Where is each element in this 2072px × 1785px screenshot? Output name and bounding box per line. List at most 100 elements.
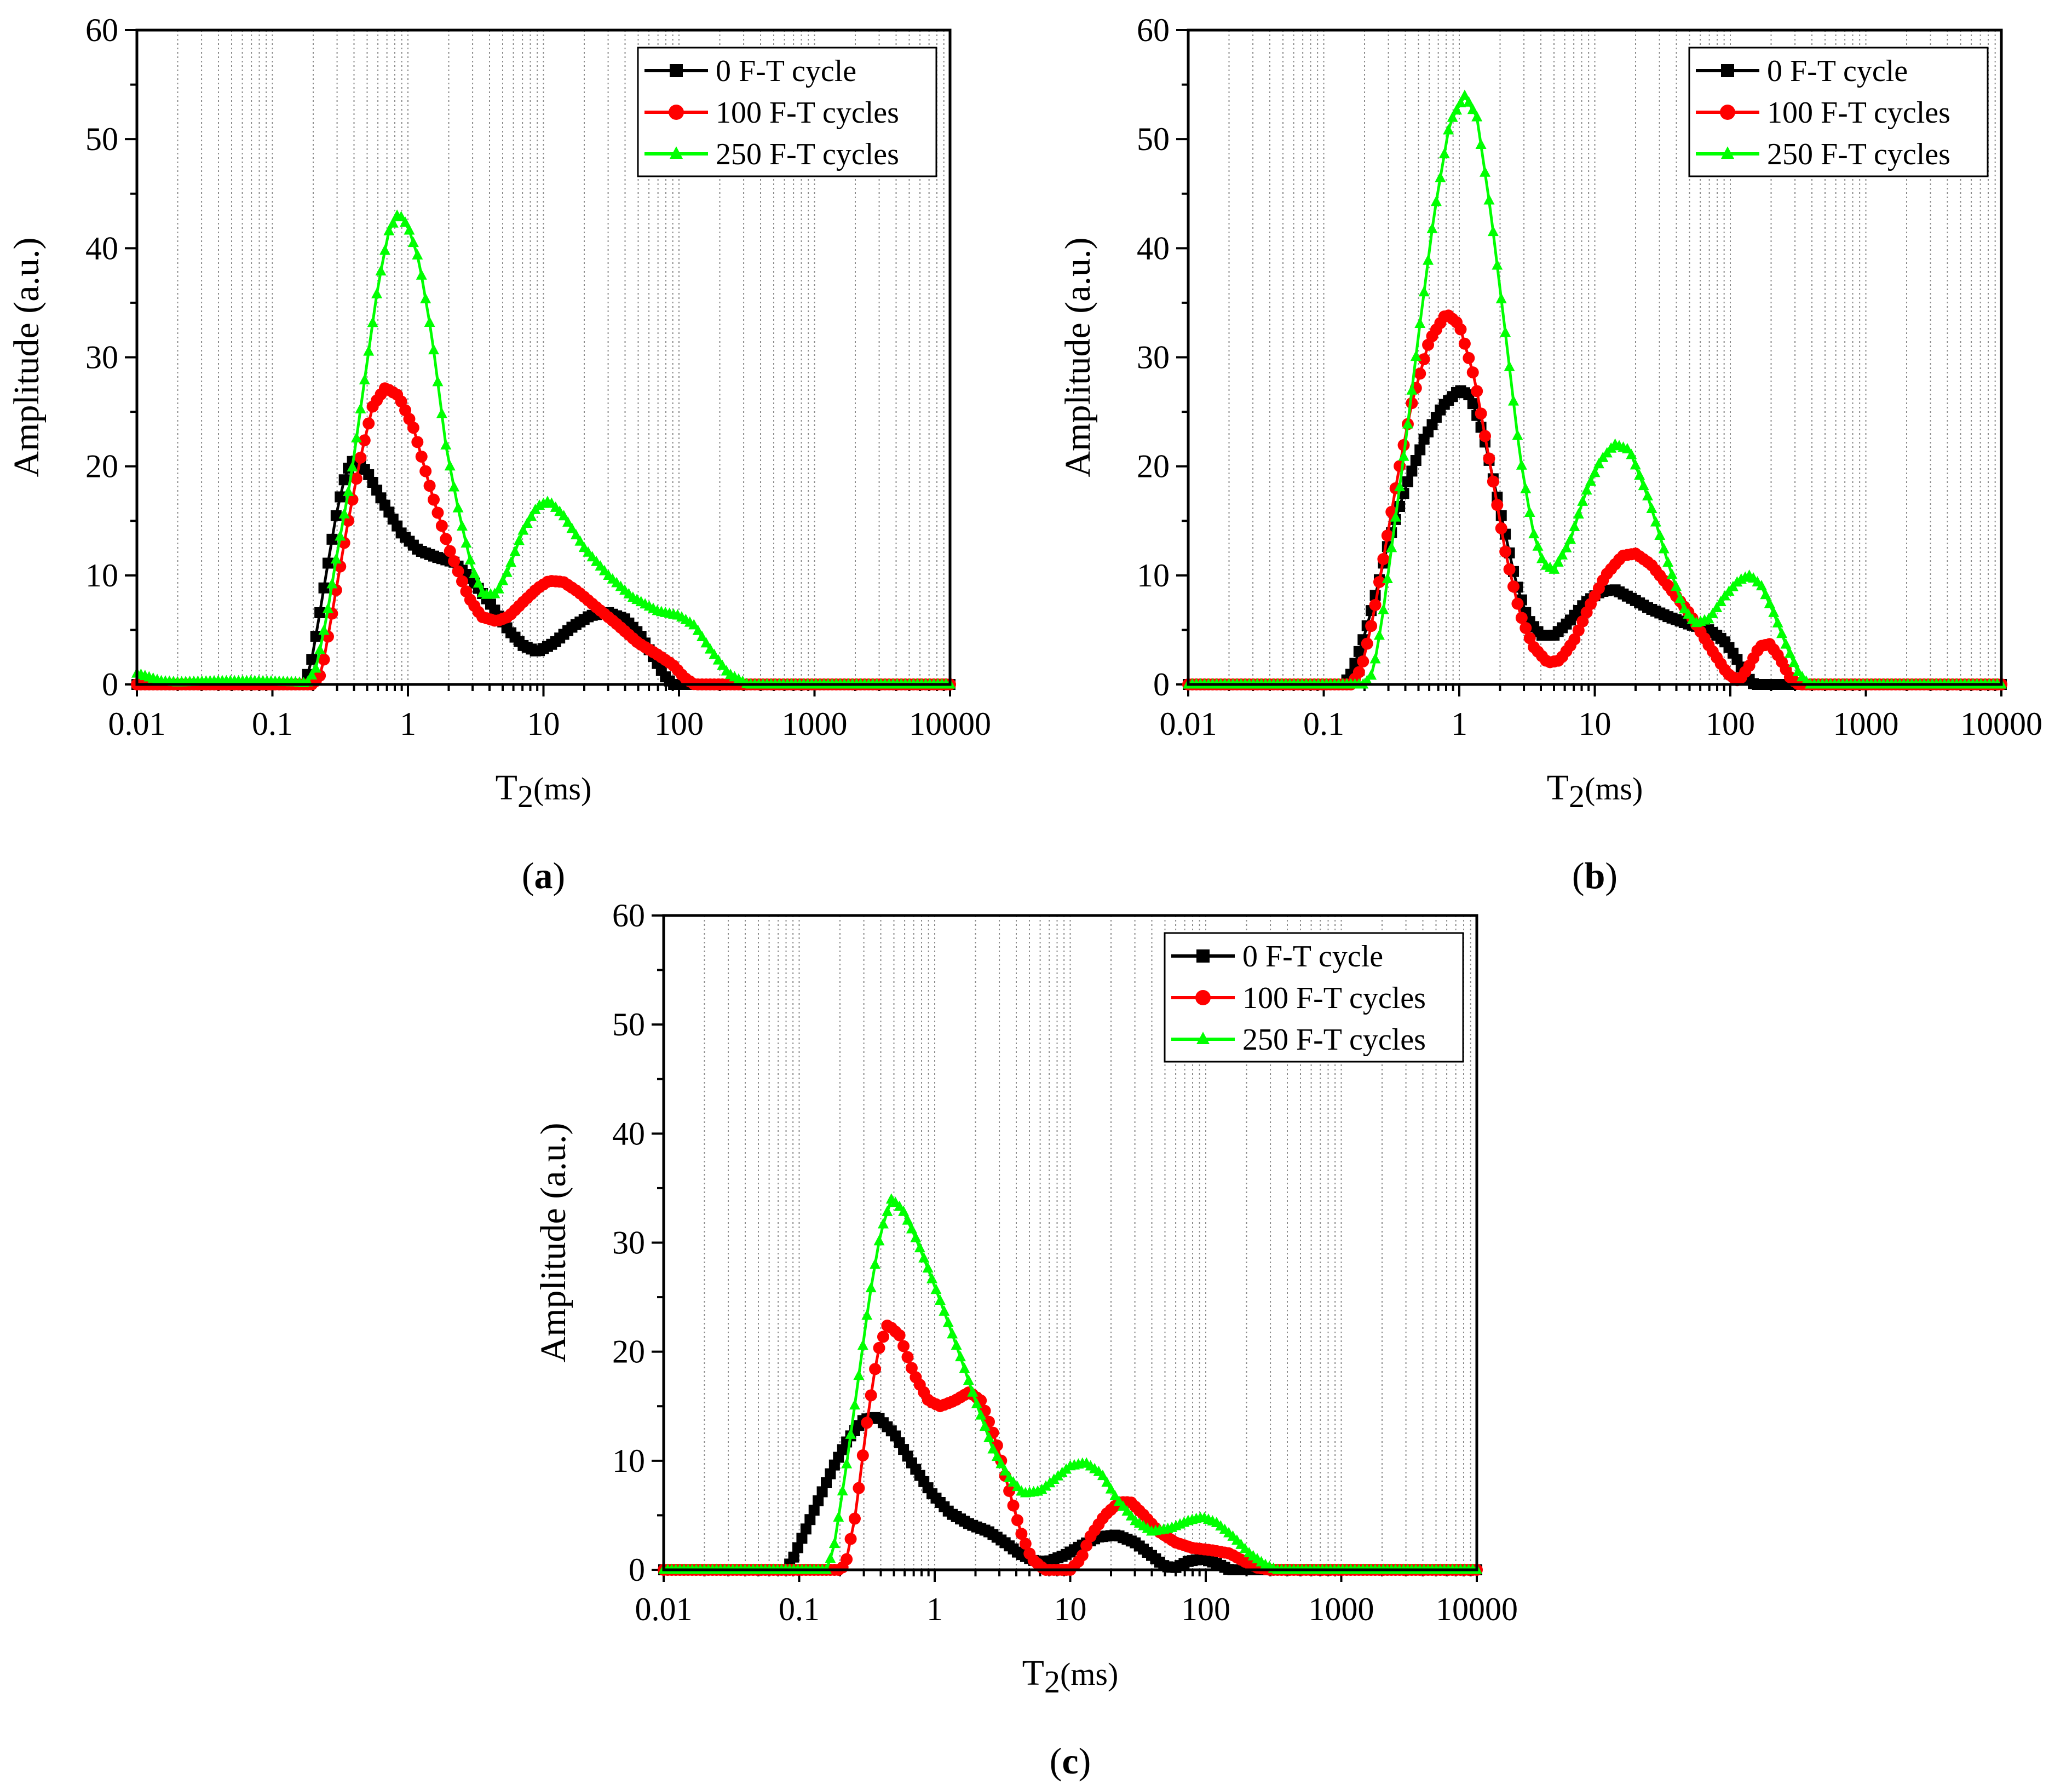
data-point	[1471, 111, 1483, 122]
data-point	[407, 422, 419, 434]
x-axis-label-main: T	[1022, 1653, 1044, 1693]
data-point	[825, 1552, 836, 1563]
x-axis-label-subscript: 2	[1569, 779, 1585, 814]
data-point	[424, 316, 435, 327]
data-point	[570, 529, 582, 540]
data-point	[1646, 502, 1657, 513]
data-point	[1352, 666, 1365, 678]
plot-frame	[1187, 28, 2003, 686]
legend-item: 250 F-T cycles	[1696, 137, 1950, 171]
data-point	[318, 624, 330, 635]
data-point	[1382, 572, 1393, 583]
data-point	[1386, 542, 1397, 552]
data-point	[1772, 617, 1783, 627]
data-point	[983, 1431, 994, 1442]
x-tick-label: 10	[1054, 1591, 1087, 1627]
data-point	[1369, 653, 1381, 664]
data-point	[1642, 490, 1654, 500]
data-point	[1463, 96, 1475, 107]
data-point	[1402, 418, 1413, 429]
legend-item: 0 F-T cycle	[1171, 940, 1383, 974]
data-point	[1480, 166, 1491, 177]
data-point	[473, 577, 484, 588]
chart-panel-b: 0.01 0.1 1 10 100 1000 10000 0 10 20 30 40 50 60 T2(ms…	[1058, 12, 2042, 896]
data-point	[804, 1514, 816, 1525]
data-point	[379, 244, 390, 255]
legend: 0 F-T cycle 100 F-T cycles 250 F-T cycles	[1164, 932, 1464, 1063]
data-point	[1459, 89, 1470, 100]
x-axis-label: T2(ms)	[1547, 768, 1643, 814]
data-point	[1373, 575, 1385, 588]
x-axis-label: T2(ms)	[1022, 1653, 1119, 1700]
data-point	[452, 502, 464, 513]
data-point	[1471, 385, 1483, 398]
data-point	[893, 1329, 906, 1341]
chart-panel-c: 0.01 0.1 1 10 100 1000 10000 0 10 20 30 40 50 60 T2(ms…	[533, 897, 1518, 1782]
x-tick-label: 1	[400, 706, 416, 742]
panel-label: (b)	[1572, 855, 1618, 896]
data-point	[1621, 442, 1633, 453]
data-point	[436, 407, 447, 418]
data-point	[1443, 124, 1454, 135]
data-point	[1007, 1499, 1020, 1512]
data-point	[1080, 1539, 1093, 1552]
data-point	[1410, 350, 1421, 361]
data-point	[963, 1374, 974, 1385]
data-point	[856, 1449, 869, 1462]
data-point	[1353, 646, 1365, 657]
data-point	[1097, 1470, 1108, 1481]
data-point	[1373, 629, 1385, 640]
data-point	[1707, 607, 1718, 618]
data-point	[1569, 521, 1580, 532]
data-point	[1520, 621, 1532, 634]
legend-item: 100 F-T cycles	[1171, 981, 1426, 1015]
data-point	[1361, 675, 1373, 686]
x-tick-label: 100	[654, 706, 704, 742]
data-point	[412, 249, 423, 260]
y-tick-label: 0	[1153, 666, 1170, 703]
data-point	[991, 1450, 1003, 1461]
data-point	[1674, 592, 1686, 603]
legend-label: 100 F-T cycles	[1242, 981, 1426, 1015]
data-point	[1076, 1549, 1089, 1562]
data-point	[461, 537, 472, 548]
data-point	[947, 1328, 958, 1339]
chart-panel-a: 0.01 0.1 1 10 100 1000 10000 0 10 20 30 40 50 60 T2(ms…	[7, 12, 991, 896]
data-point	[1573, 508, 1584, 519]
data-point	[419, 465, 432, 477]
data-point	[1467, 398, 1478, 410]
data-point	[1414, 444, 1426, 456]
y-tick-label: 50	[612, 1006, 645, 1043]
data-point	[501, 566, 513, 577]
data-point	[873, 1341, 885, 1354]
data-point	[362, 417, 375, 430]
data-point	[513, 534, 525, 545]
y-tick-label: 60	[1137, 12, 1170, 48]
data-point	[367, 316, 378, 327]
data-point	[853, 1369, 865, 1380]
data-point	[330, 553, 342, 564]
data-point	[400, 216, 411, 227]
y-tick-labels: 0 10 20 30 40 50 60	[1137, 12, 1170, 703]
data-point	[975, 1409, 987, 1420]
data-point	[416, 269, 427, 280]
legend-marker	[1196, 1032, 1210, 1044]
data-point	[310, 631, 321, 642]
legend-item: 0 F-T cycle	[1696, 54, 1908, 88]
data-point	[905, 1362, 918, 1374]
data-point	[343, 485, 354, 496]
data-point	[1654, 529, 1666, 540]
data-point	[877, 1331, 889, 1343]
data-point	[697, 631, 708, 642]
data-point	[354, 451, 367, 464]
legend-marker	[1195, 990, 1211, 1005]
data-point	[1532, 540, 1544, 551]
data-point	[688, 619, 700, 630]
data-point	[1467, 103, 1478, 114]
data-point	[1788, 657, 1800, 667]
data-point	[967, 1386, 979, 1397]
data-point	[1357, 655, 1369, 667]
data-point	[700, 637, 712, 648]
data-point	[861, 1309, 873, 1320]
